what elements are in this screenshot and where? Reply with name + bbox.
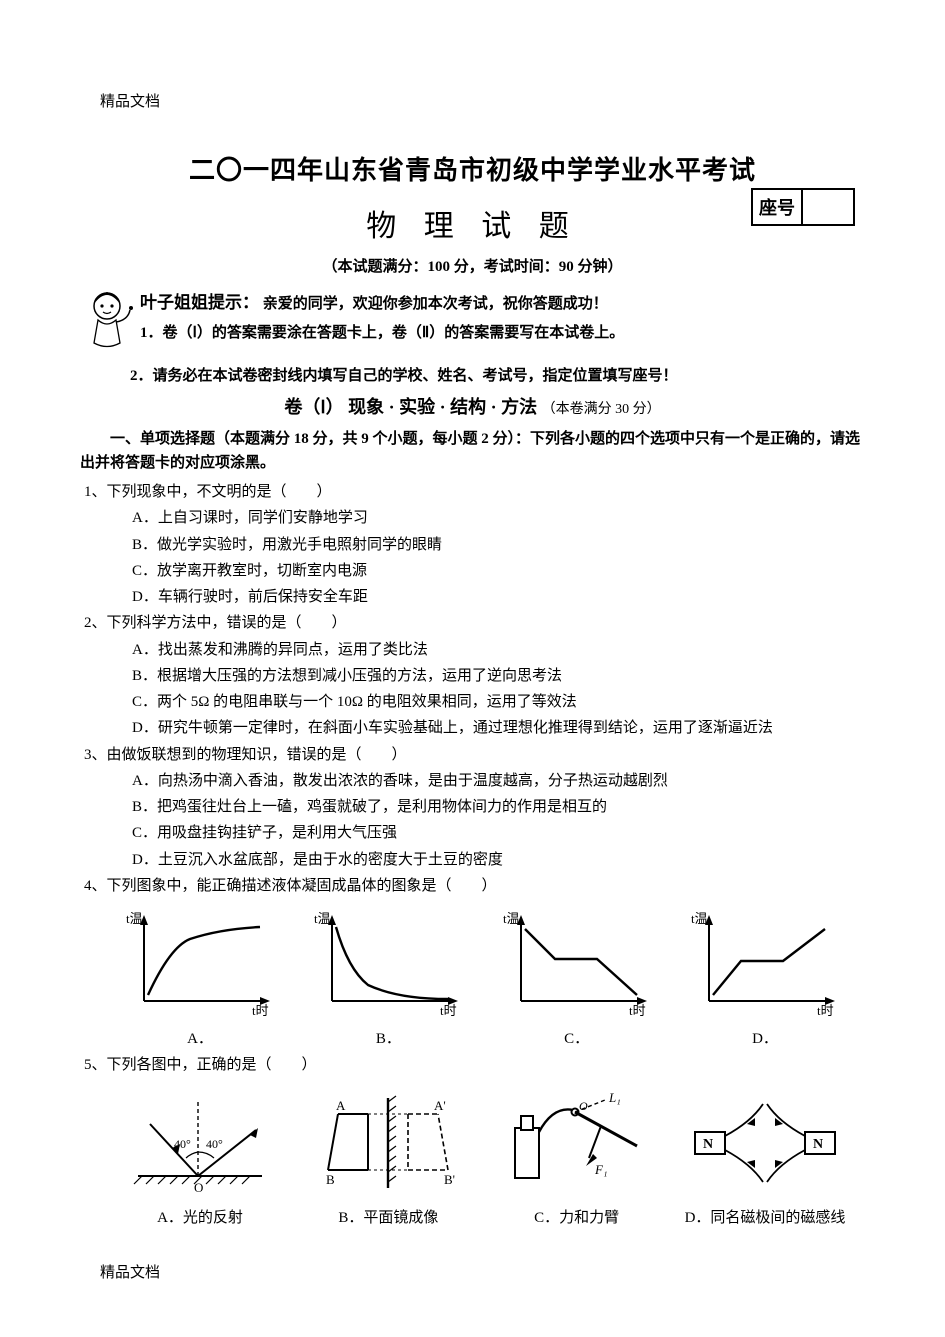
- q5-fig-a: 40° 40° O A．光的反射: [110, 1088, 290, 1227]
- svg-text:t时: t时: [629, 1003, 646, 1018]
- question-5-stem: 5、下列各图中，正确的是（ ）: [84, 1052, 865, 1078]
- question-3-opt-d: D．土豆沉入水盆底部，是由于水的密度大于土豆的密度: [132, 847, 865, 873]
- q4-fig-b: t温 t时 B．: [298, 909, 478, 1048]
- svg-text:t温: t温: [691, 911, 708, 926]
- svg-text:L₁: L₁: [608, 1090, 621, 1105]
- q5-label-c: C．力和力臂: [487, 1206, 667, 1227]
- question-2-opt-c: C．两个 5Ω 的电阻串联与一个 10Ω 的电阻效果相同，运用了等效法: [132, 689, 865, 715]
- exam-title-subject: 物 理 试 题: [80, 201, 865, 245]
- hint-tag: 叶子姐姐提示：: [140, 293, 259, 312]
- hint-row: 叶子姐姐提示： 亲爱的同学，欢迎你参加本次考试，祝你答题成功！ 1．卷（Ⅰ）的答…: [80, 288, 865, 358]
- question-1-opt-d: D．车辆行驶时，前后保持安全车距: [132, 584, 865, 610]
- question-1-opt-a: A．上自习课时，同学们安静地学习: [132, 505, 865, 531]
- svg-text:t时: t时: [440, 1003, 457, 1018]
- seat-label: 座号: [753, 190, 803, 224]
- section-heading: 卷（Ⅰ） 现象 · 实验 · 结构 · 方法 （本卷满分 30 分）: [80, 393, 865, 419]
- question-2-stem: 2、下列科学方法中，错误的是（ ）: [84, 610, 865, 636]
- q4-label-b: B．: [298, 1027, 478, 1048]
- question-3-opt-a: A．向热汤中滴入香油，散发出浓浓的香味，是由于温度越高，分子热运动越剧烈: [132, 768, 865, 794]
- question-1-opt-c: C．放学离开教室时，切断室内电源: [132, 558, 865, 584]
- svg-text:t温: t温: [314, 911, 331, 926]
- section-heading-main: 卷（Ⅰ） 现象 · 实验 · 结构 · 方法: [284, 397, 537, 417]
- seat-blank: [803, 190, 853, 224]
- q5-fig-b: A B A' B' B．平面镜成像: [298, 1088, 478, 1227]
- q4-label-c: C．: [487, 1027, 667, 1048]
- axis-x-label: t时: [252, 1003, 269, 1018]
- q5-fig-d: N N D．同名磁极间的磁感线: [675, 1088, 855, 1227]
- exam-title-main: 二〇一四年山东省青岛市初级中学学业水平考试: [80, 150, 865, 187]
- svg-text:A': A': [434, 1098, 446, 1113]
- q5-label-d: D．同名磁极间的磁感线: [675, 1206, 855, 1227]
- svg-text:O: O: [579, 1099, 588, 1113]
- question-2-opt-a: A．找出蒸发和沸腾的异同点，运用了类比法: [132, 637, 865, 663]
- svg-text:A: A: [336, 1098, 346, 1113]
- question-2-opt-b: B．根据增大压强的方法想到减小压强的方法，运用了逆向思考法: [132, 663, 865, 689]
- q4-label-d: D．: [675, 1027, 855, 1048]
- header-tag: 精品文档: [100, 90, 160, 111]
- axis-y-label: t温: [126, 911, 143, 926]
- question-3-opt-b: B．把鸡蛋往灶台上一磕，鸡蛋就破了，是利用物体间力的作用是相互的: [132, 794, 865, 820]
- question-1-stem: 1、下列现象中，不文明的是（ ）: [84, 479, 865, 505]
- q5-label-a: A．光的反射: [110, 1206, 290, 1227]
- question-1-opt-b: B．做光学实验时，用激光手电照射同学的眼睛: [132, 532, 865, 558]
- svg-text:B: B: [326, 1172, 335, 1187]
- q4-fig-d: t温 t时 D．: [675, 909, 855, 1048]
- rule-2: 2．请务必在本试卷密封线内填写自己的学校、姓名、考试号，指定位置填写座号！: [130, 364, 865, 385]
- q5-label-b: B．平面镜成像: [298, 1206, 478, 1227]
- svg-text:O: O: [194, 1180, 203, 1195]
- svg-text:F₁: F₁: [594, 1162, 607, 1177]
- rule-1: 1．卷（Ⅰ）的答案需要涂在答题卡上，卷（Ⅱ）的答案需要写在本试卷上。: [140, 321, 865, 342]
- question-3-stem: 3、由做饭联想到的物理知识，错误的是（ ）: [84, 742, 865, 768]
- footer-tag: 精品文档: [100, 1261, 160, 1282]
- q4-fig-c: t温 t时 C．: [487, 909, 667, 1048]
- q4-fig-a: t温 t时 A．: [110, 909, 290, 1048]
- q5-fig-c: O F₁ L₁ C．力和力臂: [487, 1088, 667, 1227]
- question-3-opt-c: C．用吸盘挂钩挂铲子，是利用大气压强: [132, 820, 865, 846]
- section-instructions: 一、单项选择题（本题满分 18 分，共 9 个小题，每小题 2 分）：下列各小题…: [80, 427, 865, 475]
- svg-text:N: N: [813, 1137, 823, 1152]
- question-4-figures: t温 t时 A． t温 t时 B．: [110, 909, 855, 1048]
- q4-label-a: A．: [110, 1027, 290, 1048]
- question-2-opt-d: D．研究牛顿第一定律时，在斜面小车实验基础上，通过理想化推理得到结论，运用了逐渐…: [132, 715, 865, 741]
- svg-text:t时: t时: [817, 1003, 834, 1018]
- section-heading-score: （本卷满分 30 分）: [542, 402, 661, 417]
- seat-number-box: 座号: [751, 188, 855, 226]
- svg-text:B': B': [444, 1172, 455, 1187]
- hint-greeting: 亲爱的同学，欢迎你参加本次考试，祝你答题成功！: [263, 296, 608, 312]
- question-5-figures: 40° 40° O A．光的反射 A: [110, 1088, 855, 1227]
- svg-text:t温: t温: [503, 911, 520, 926]
- svg-text:40°: 40°: [174, 1137, 191, 1151]
- cartoon-girl-icon: [80, 288, 134, 358]
- svg-text:N: N: [703, 1137, 713, 1152]
- score-subtitle: （本试题满分：100 分，考试时间：90 分钟）: [80, 255, 865, 276]
- question-4-stem: 4、下列图象中，能正确描述液体凝固成晶体的图象是（ ）: [84, 873, 865, 899]
- svg-text:40°: 40°: [206, 1137, 223, 1151]
